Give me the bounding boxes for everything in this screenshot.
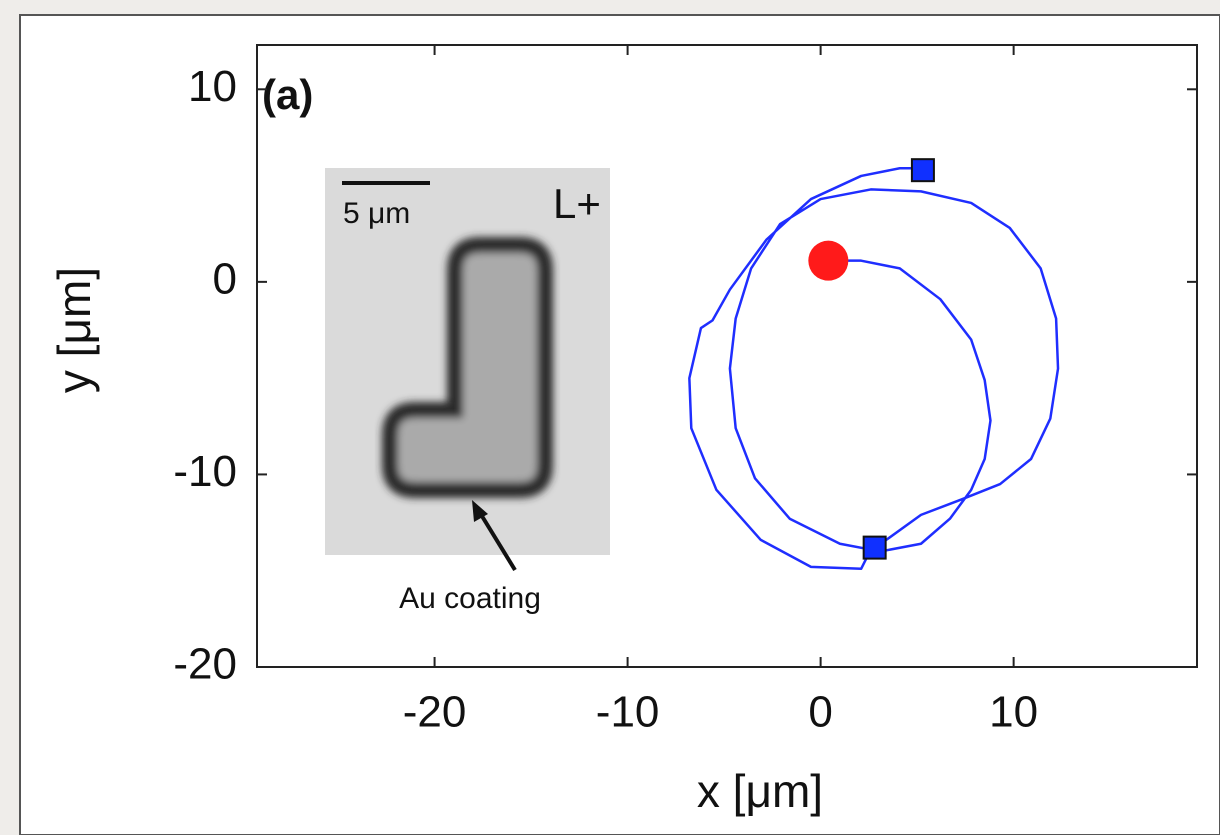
y-tick-label: 0: [213, 254, 237, 303]
y-tick-label: 10: [188, 62, 237, 111]
x-tick-label: -10: [596, 688, 660, 737]
start-marker: [808, 241, 848, 281]
y-axis-label: y [μm]: [48, 267, 100, 393]
x-tick-label: 10: [989, 688, 1038, 737]
x-axis-label: x [μm]: [697, 765, 823, 817]
y-tick-label: -20: [173, 640, 237, 689]
annotation: Au coating: [399, 582, 541, 615]
end-marker: [912, 159, 934, 181]
scale-bar-label: 5 μm: [343, 197, 410, 230]
panel-label: (a): [262, 71, 313, 118]
x-tick-label: 0: [808, 688, 832, 737]
x-tick-label: -20: [403, 688, 467, 737]
end-marker: [864, 537, 886, 559]
chart: (a) 5 μm L+ Au coating x [μm] y [μm] -20…: [0, 0, 1220, 835]
y-tick-label: -10: [173, 447, 237, 496]
inset-label: L+: [553, 180, 601, 227]
